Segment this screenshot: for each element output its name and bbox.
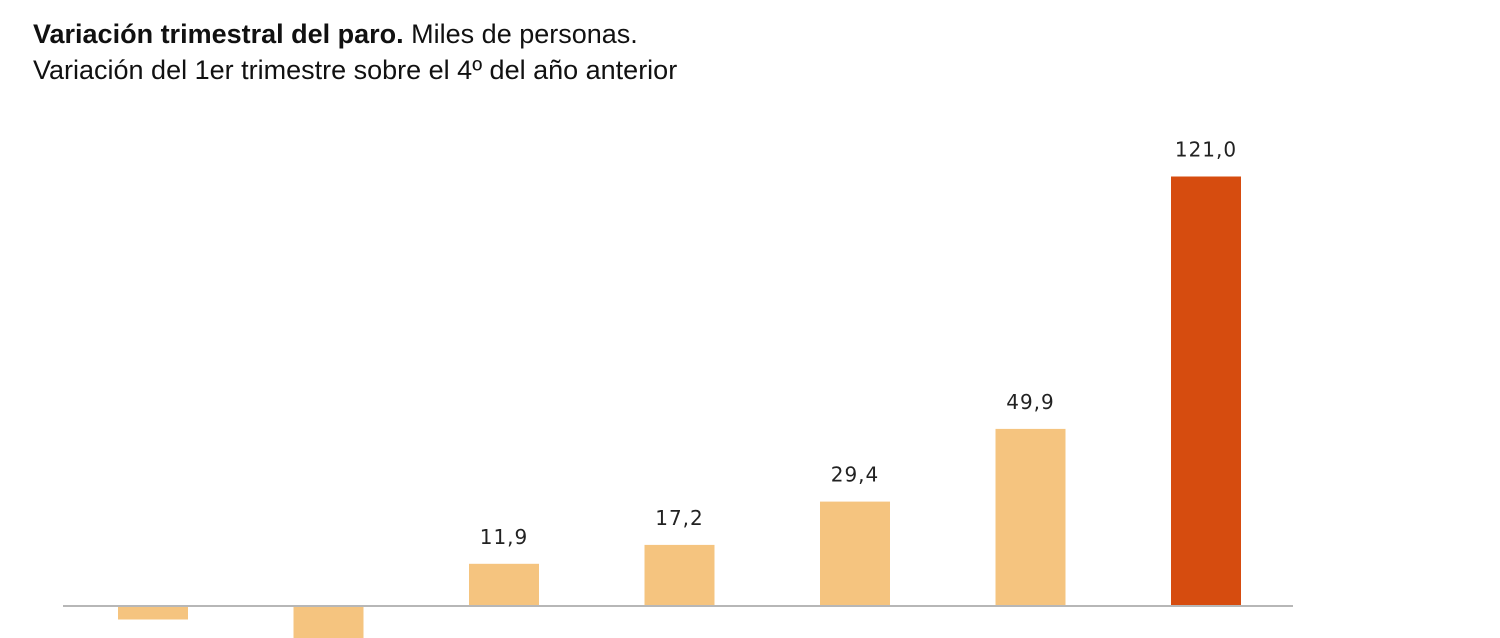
- bars-layer: [118, 176, 1241, 638]
- data-label-3: 11,9: [480, 525, 529, 549]
- bar-5: [820, 501, 890, 606]
- bar-3: [469, 563, 539, 606]
- data-label-6: 49,9: [1006, 390, 1055, 414]
- data-label-5: 29,4: [831, 463, 880, 487]
- labels-layer: 11,9 17,2 29,4 49,9 121,0: [480, 138, 1237, 549]
- bar-4: [644, 544, 715, 606]
- bar-6: [995, 428, 1066, 606]
- bar-2: [293, 606, 364, 638]
- chart-title-line: Variación trimestral del paro. Miles de …: [33, 16, 677, 52]
- chart-header: Variación trimestral del paro. Miles de …: [33, 16, 677, 88]
- chart-title: Variación trimestral del paro.: [33, 19, 404, 49]
- chart-subtitle: Variación del 1er trimestre sobre el 4º …: [33, 55, 678, 85]
- bar-7: [1171, 176, 1241, 606]
- bar-1: [118, 606, 188, 620]
- data-label-7: 121,0: [1175, 138, 1237, 162]
- chart-title-unit: Miles de personas.: [411, 19, 638, 49]
- data-label-4: 17,2: [655, 506, 704, 530]
